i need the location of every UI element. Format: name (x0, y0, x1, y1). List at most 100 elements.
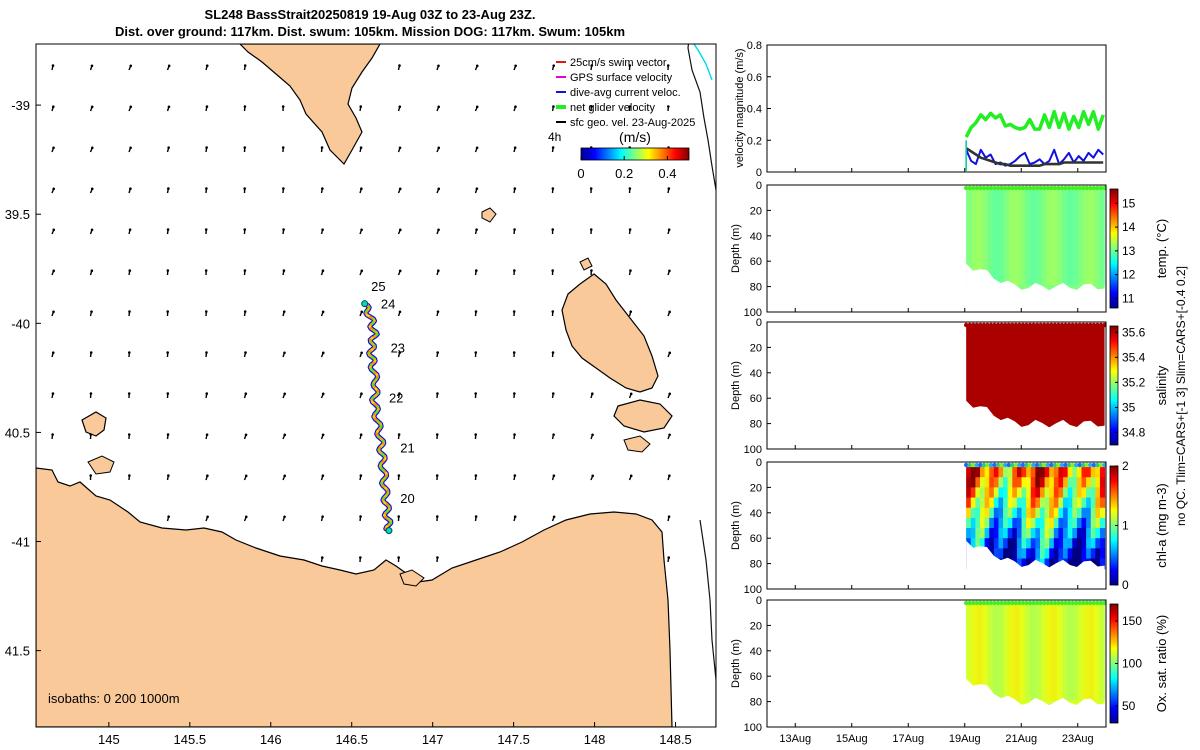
surface-sample-dot (1052, 322, 1058, 328)
section-cell (1099, 605, 1106, 701)
surface-sample-dot (971, 185, 976, 191)
current-arrow-head (437, 105, 440, 109)
section-cell (1088, 190, 1095, 286)
current-arrow-head (283, 392, 286, 396)
current-arrow-head (474, 310, 478, 313)
current-arrow-head (552, 433, 555, 436)
chl-cell (998, 538, 1004, 549)
chl-cell (1063, 497, 1069, 509)
current-arrow-head (398, 64, 401, 67)
chl-cell (975, 507, 981, 519)
chl-cell (980, 477, 986, 488)
velocity-axis-ticks: 0 0.2 0.4 0.6 0.8 (747, 40, 1079, 179)
current-arrow-head (629, 392, 633, 396)
current-arrow-head (513, 146, 517, 149)
colorbar-tick-label: 13 (1122, 244, 1136, 258)
map-contour-southeast (699, 519, 716, 727)
section-data-sal (963, 322, 1106, 428)
current-arrow-head (667, 228, 671, 231)
surface-sample-dot (1027, 322, 1033, 328)
surface-sample-dot (1084, 322, 1090, 328)
surface-sample-dot (1098, 185, 1104, 191)
day-labels: 25 24 23 22 21 20 (371, 279, 415, 506)
current-arrow-head (437, 146, 441, 150)
chl-cell (1090, 538, 1096, 549)
chl-cell (1044, 528, 1050, 539)
surface-sample-dot (1056, 600, 1061, 606)
chl-cell (1072, 548, 1078, 560)
depth-tick-label: 40 (750, 368, 762, 380)
chl-cell (1035, 528, 1041, 539)
chl-cell (998, 517, 1004, 529)
chl-cell (993, 507, 1000, 519)
current-arrow-head (206, 515, 209, 519)
chl-cell (1003, 538, 1009, 549)
current-arrow-head (360, 187, 363, 191)
surface-sample-dot (988, 600, 994, 606)
surface-sample-dot (1077, 462, 1082, 468)
depth-tick-label: 0 (756, 457, 762, 469)
surface-sample-dot (1027, 185, 1033, 191)
surface-sample-dot (1059, 600, 1065, 606)
depth-tick-label: 100 (744, 584, 762, 596)
legend-swim-vector: 25cm/s swim vector (570, 57, 667, 69)
colorbar-tick-label: 2 (1122, 459, 1129, 473)
surface-sample-dot (995, 322, 1001, 328)
section-cell (1046, 605, 1052, 701)
current-arrow-head (668, 351, 672, 355)
current-arrow-head (668, 310, 671, 314)
colorbar-tick-label: 11 (1122, 291, 1135, 305)
surface-sample-dot (1042, 322, 1047, 328)
surface-sample-dot (1049, 462, 1054, 468)
chl-cell (1049, 558, 1055, 570)
current-arrow-head (205, 105, 209, 108)
depth-tick-label: 80 (750, 282, 762, 294)
chl-cell (975, 477, 981, 488)
velocity-series-line (964, 109, 1105, 138)
current-arrow-head (397, 474, 401, 477)
surface-sample-dot (1063, 185, 1068, 191)
velocity-series (964, 109, 1105, 172)
current-arrow-head (51, 105, 55, 108)
velocity-ytick-label: 0.2 (747, 135, 762, 147)
surface-sample-dot (1020, 185, 1026, 191)
chl-cell (998, 477, 1004, 488)
surface-sample-dot (1102, 322, 1106, 328)
chl-cell (966, 467, 972, 478)
section-cell (1008, 605, 1015, 701)
day-label: 21 (400, 441, 414, 456)
current-arrow-head (167, 187, 170, 190)
chl-cell (1099, 517, 1106, 529)
chl-cell (1026, 558, 1032, 570)
chl-cell (1086, 487, 1092, 499)
surface-sample-dot (992, 600, 997, 606)
chl-cell (998, 507, 1004, 519)
chl-cell (1090, 487, 1096, 499)
surface-sample-dot (978, 600, 983, 606)
surface-sample-dot (1073, 462, 1079, 468)
surface-sample-dot (1066, 185, 1072, 191)
velocity-series-line (965, 147, 1104, 167)
current-arrow-head (435, 474, 439, 477)
surface-sample-dot (1024, 462, 1029, 468)
chl-cell (1035, 477, 1041, 488)
surface-sample-dot (1020, 462, 1026, 468)
current-arrow-head (513, 187, 517, 190)
current-arrow-head (474, 433, 478, 436)
depth-axis-label: Depth (m) (730, 361, 742, 410)
chl-cell (1026, 517, 1032, 529)
chl-cell (1076, 487, 1083, 499)
chl-cell (1058, 497, 1064, 509)
section-panel-temp: 0 20 40 60 80 100 Depth (m) 11 12 13 14 15 temp. (°C… (730, 180, 1169, 319)
current-arrow-head (244, 474, 248, 478)
surface-sample-dot (963, 185, 969, 191)
current-arrow-head (590, 105, 593, 108)
chl-cell (1003, 507, 1009, 519)
current-arrow-head (89, 474, 92, 477)
section-cell (1008, 190, 1015, 286)
chl-cell (989, 497, 995, 509)
section-cell (966, 605, 972, 701)
time-tick-label: 15Aug (836, 733, 868, 745)
current-arrow-head (283, 433, 287, 437)
chl-cell (1067, 497, 1073, 509)
